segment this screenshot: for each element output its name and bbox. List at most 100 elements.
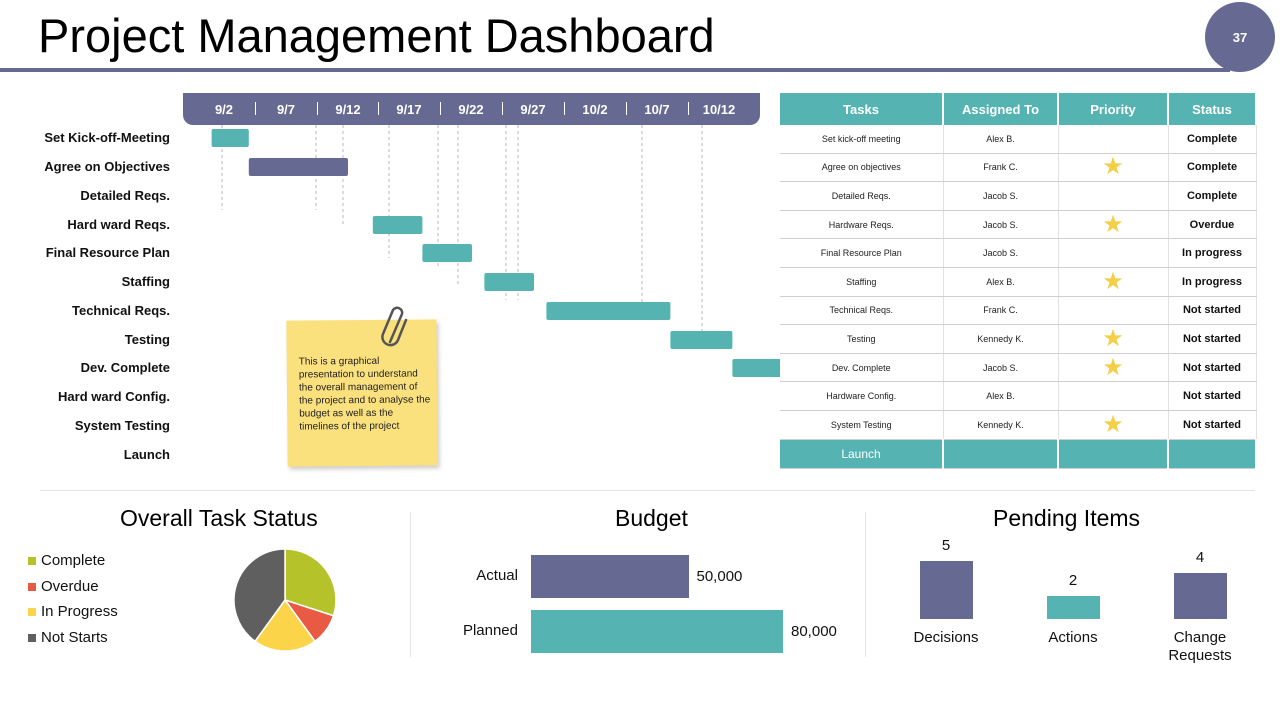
legend-item: Complete: [28, 552, 105, 569]
gantt-date-label: 9/17: [396, 102, 422, 117]
table-header-tasks: Tasks: [780, 93, 944, 125]
legend-item: In Progress: [28, 603, 118, 620]
star-icon: ★: [1102, 324, 1124, 352]
table-cell-assigned: Alex B.: [943, 381, 1059, 411]
table-cell-assigned: Jacob S.: [943, 181, 1059, 211]
gantt-task-label: Technical Reqs.: [71, 303, 170, 318]
sticky-note-text: This is a graphical presentation to unde…: [298, 355, 431, 433]
table-footer-cell: [943, 439, 1059, 469]
legend-swatch: [28, 633, 36, 642]
gantt-date-label: 9/22: [458, 102, 484, 117]
table-row: Set kick-off meeting Alex B. Complete: [780, 125, 1257, 154]
table-row: Agree on objectives Frank C. ★ Complete: [780, 153, 1257, 183]
table-row: Technical Reqs. Frank C. Not started: [780, 296, 1257, 326]
gantt-chart: [211, 125, 780, 377]
budget-category-label: Actual: [476, 567, 518, 584]
pie-slice: [253, 598, 317, 652]
table-cell-priority: [1058, 238, 1169, 268]
table-cell-priority: ★: [1058, 267, 1169, 297]
table-cell-assigned: Kennedy K.: [943, 324, 1059, 354]
table-row: Staffing Alex B. ★ In progress: [780, 267, 1257, 297]
legend-label: Overdue: [41, 578, 99, 595]
budget-value-label: 50,000: [696, 568, 743, 585]
table-cell-status: Complete: [1168, 125, 1257, 154]
gantt-bar: [248, 158, 348, 176]
gantt-date-separator: [626, 102, 627, 115]
budget-bar: [531, 555, 689, 598]
task-table-body: Set kick-off meeting Alex B. Complete Agree…: [780, 125, 1257, 440]
legend-label: In Progress: [41, 603, 118, 620]
budget-category-label: Planned: [462, 622, 518, 639]
pie-chart-title: Overall Task Status: [120, 505, 318, 531]
table-header-status: Status: [1168, 93, 1257, 125]
gantt-date-separator: [502, 102, 503, 115]
gantt-bar: [422, 244, 472, 262]
table-cell-status: Not started: [1168, 381, 1257, 411]
star-icon: ★: [1102, 267, 1124, 295]
star-icon: ★: [1102, 410, 1124, 438]
table-row: Hardware Reqs. Jacob S. ★ Overdue: [780, 210, 1257, 240]
gantt-bar: [211, 129, 249, 147]
sticky-note: This is a graphical presentation to unde…: [286, 319, 438, 467]
table-cell-assigned: Frank C.: [943, 153, 1059, 183]
table-cell-priority: [1058, 296, 1169, 326]
table-cell-priority: ★: [1058, 410, 1169, 440]
table-cell-priority: ★: [1058, 353, 1169, 383]
table-cell-status: Not started: [1168, 296, 1257, 326]
star-icon: ★: [1102, 153, 1124, 181]
task-table: Tasks Assigned To Priority Status Set ki…: [780, 93, 1257, 469]
gantt-bar: [546, 302, 671, 320]
legend-swatch: [28, 582, 36, 591]
pending-value-label: 5: [941, 537, 951, 554]
pending-category-label: Decisions: [913, 629, 979, 646]
table-cell-task: Set kick-off meeting: [780, 125, 944, 154]
table-header-assigned: Assigned To: [943, 93, 1059, 125]
table-cell-task: Agree on objectives: [780, 153, 944, 183]
table-cell-assigned: Jacob S.: [943, 238, 1059, 268]
table-cell-priority: ★: [1058, 324, 1169, 354]
gantt-date-label: 9/7: [276, 102, 296, 117]
star-icon: ★: [1102, 353, 1124, 381]
table-cell-status: Complete: [1168, 153, 1257, 183]
table-cell-task: Hardware Config.: [780, 381, 944, 411]
budget-value-label: 80,000: [791, 623, 837, 640]
gantt-date-separator: [255, 102, 256, 115]
table-cell-task: Staffing: [780, 267, 944, 297]
table-cell-priority: ★: [1058, 153, 1169, 183]
table-row: Dev. Complete Jacob S. ★ Not started: [780, 353, 1257, 383]
task-table-header: Tasks Assigned To Priority Status: [780, 93, 1257, 125]
gantt-date-label: 10/7: [644, 102, 670, 117]
table-cell-task: Hardware Reqs.: [780, 210, 944, 240]
pending-category-label: Change Requests: [1168, 629, 1232, 664]
table-row: Final Resource Plan Jacob S. In progress: [780, 238, 1257, 268]
table-cell-status: Not started: [1168, 410, 1257, 440]
table-cell-assigned: Jacob S.: [943, 353, 1059, 383]
gantt-task-label: Final Resource Plan: [45, 245, 170, 260]
page-number-badge: 37: [1205, 2, 1275, 72]
table-cell-status: Complete: [1168, 181, 1257, 211]
table-cell-status: Not started: [1168, 353, 1257, 383]
panel-divider: [865, 512, 866, 657]
budget-chart-title: Budget: [615, 505, 688, 531]
table-cell-task: Final Resource Plan: [780, 238, 944, 268]
table-row: System Testing Kennedy K. ★ Not started: [780, 410, 1257, 440]
gantt-timeline-header: 9/2 9/7 9/12 9/17 9/22 9/27 10/2 10/7 10/12: [183, 93, 760, 125]
table-footer-launch: Launch: [780, 439, 944, 469]
section-divider: [40, 490, 1255, 491]
table-row: Detailed Reqs. Jacob S. Complete: [780, 181, 1257, 211]
pending-category-label: Actions: [1048, 629, 1098, 646]
table-cell-priority: ★: [1058, 210, 1169, 240]
gantt-bar: [732, 359, 780, 377]
table-cell-status: Overdue: [1168, 210, 1257, 240]
table-cell-status: Not started: [1168, 324, 1257, 354]
pending-bar: [1173, 572, 1227, 619]
legend-item: Not Starts: [28, 629, 108, 646]
table-cell-assigned: Frank C.: [943, 296, 1059, 326]
gantt-date-separator: [440, 102, 441, 115]
budget-bar: [531, 610, 783, 653]
table-cell-task: Dev. Complete: [780, 353, 944, 383]
table-row: Hardware Config. Alex B. Not started: [780, 381, 1257, 411]
table-cell-status: In progress: [1168, 267, 1257, 297]
gantt-bar: [484, 273, 534, 291]
table-cell-assigned: Alex B.: [943, 267, 1059, 297]
